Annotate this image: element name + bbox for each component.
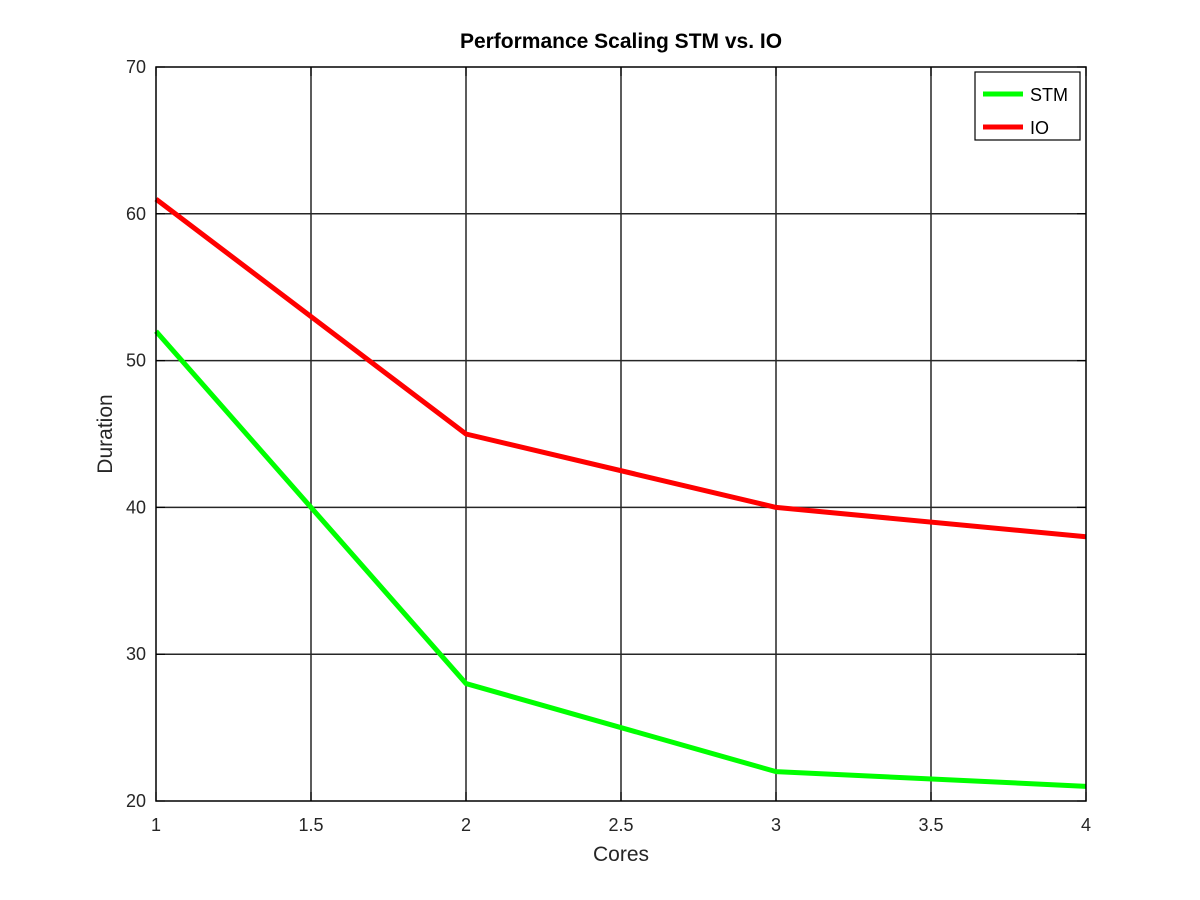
x-tick-label: 1 bbox=[151, 815, 161, 835]
legend-label-stm: STM bbox=[1030, 85, 1068, 105]
y-tick-label: 30 bbox=[126, 644, 146, 664]
series-line-stm bbox=[154, 329, 1087, 789]
y-tick-label: 40 bbox=[126, 497, 146, 517]
legend: STM IO bbox=[974, 71, 1081, 141]
legend-label-io: IO bbox=[1030, 118, 1049, 138]
y-tick-label: 20 bbox=[126, 791, 146, 811]
y-tick-label: 70 bbox=[126, 57, 146, 77]
series-line-io bbox=[154, 197, 1087, 540]
x-tick-label: 3.5 bbox=[918, 815, 943, 835]
axis-ticks: 1 1.5 2 2.5 3 3.5 4 20 30 40 50 60 70 bbox=[126, 57, 1091, 835]
x-tick-label: 2 bbox=[461, 815, 471, 835]
x-tick-label: 3 bbox=[771, 815, 781, 835]
x-axis-title: Cores bbox=[593, 843, 649, 866]
chart-title: Performance Scaling STM vs. IO bbox=[460, 30, 782, 53]
y-axis-title: Duration bbox=[94, 394, 117, 473]
x-tick-label: 2.5 bbox=[608, 815, 633, 835]
legend-box bbox=[974, 71, 1081, 141]
series-lines bbox=[154, 197, 1087, 789]
x-tick-label: 4 bbox=[1081, 815, 1091, 835]
y-tick-label: 50 bbox=[126, 351, 146, 371]
x-tick-label: 1.5 bbox=[298, 815, 323, 835]
y-tick-label: 60 bbox=[126, 204, 146, 224]
